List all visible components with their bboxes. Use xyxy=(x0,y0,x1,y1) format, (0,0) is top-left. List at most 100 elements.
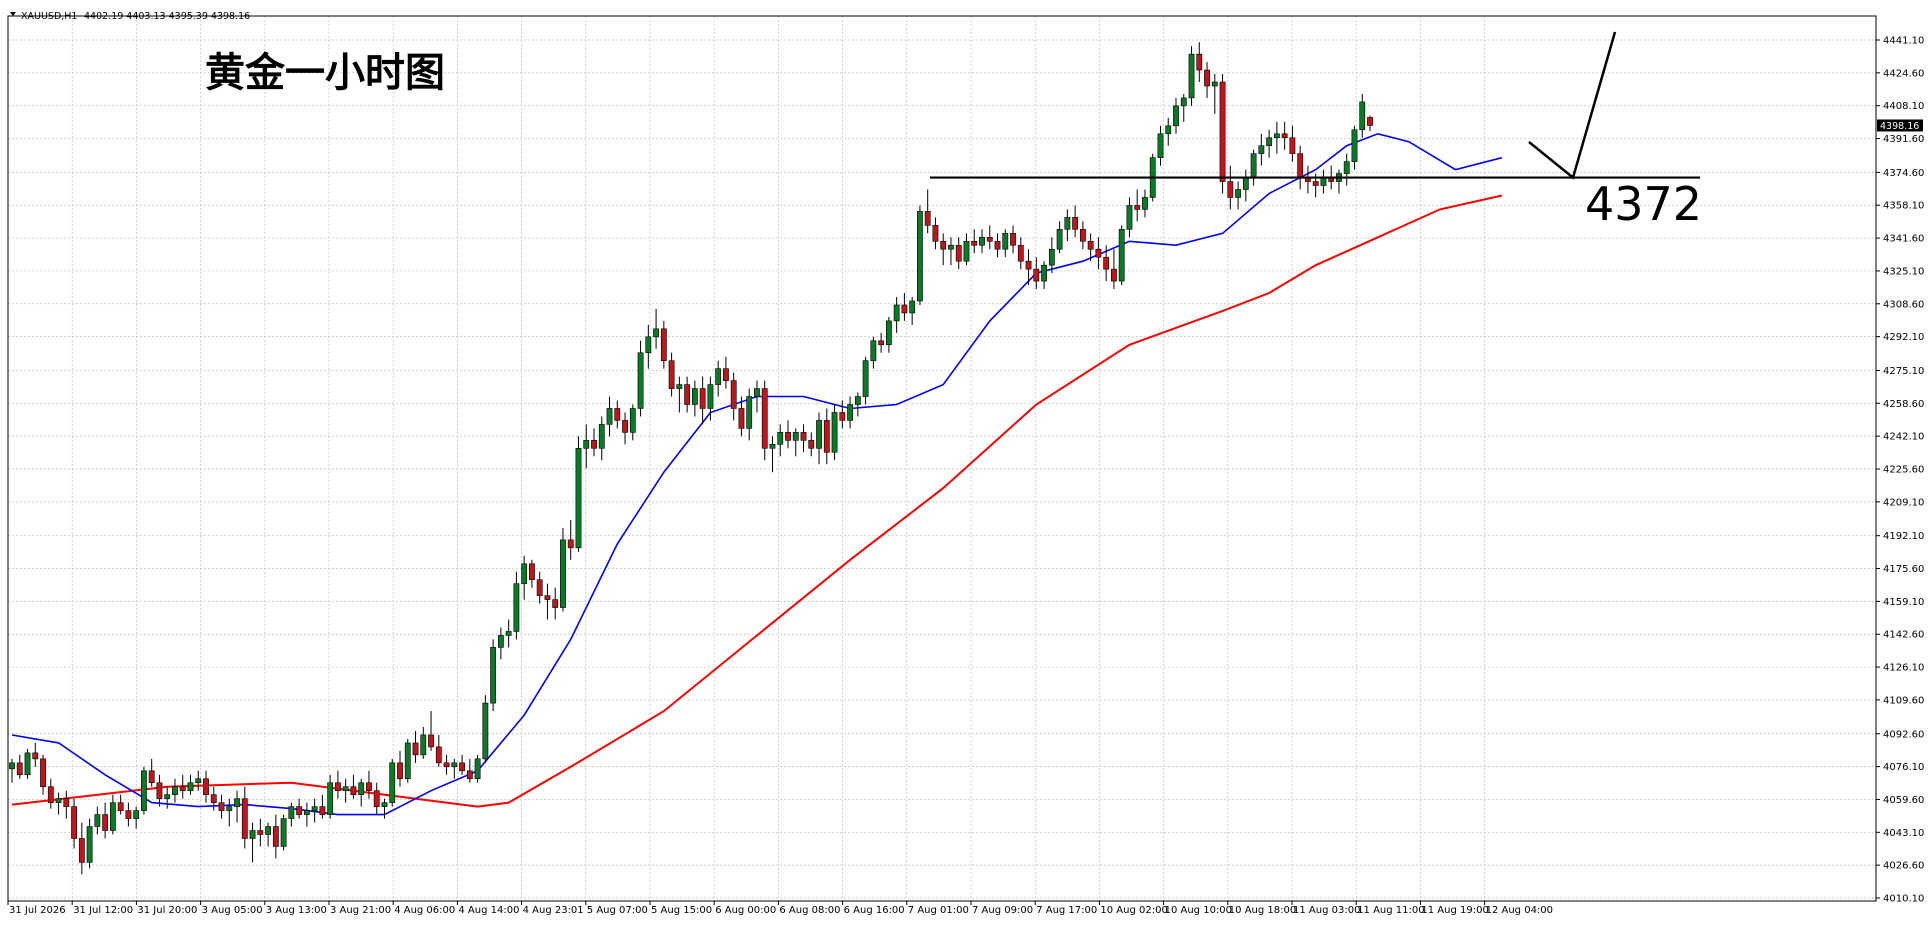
price-tick-label: 4408.10 xyxy=(1883,101,1924,112)
candle-body xyxy=(668,360,675,389)
candle-body xyxy=(412,742,419,756)
candle-body xyxy=(808,440,815,449)
price-tick-label: 4126.10 xyxy=(1883,663,1924,674)
candle-body xyxy=(1281,133,1288,139)
candle xyxy=(792,428,799,457)
candle xyxy=(591,428,597,457)
candle-body xyxy=(730,380,737,409)
candle-body xyxy=(490,647,497,704)
candle-body xyxy=(234,798,240,807)
time-tick-label: 10 Aug 02:00 xyxy=(1100,905,1167,916)
candle-body xyxy=(1273,133,1280,139)
candle-body xyxy=(443,762,450,768)
time-tick-label: 3 Aug 05:00 xyxy=(202,905,263,916)
price-tick-label: 4325.10 xyxy=(1883,266,1924,277)
price-tick-label: 4092.60 xyxy=(1883,729,1924,740)
candle xyxy=(769,436,776,473)
checkmark-projection-drawing[interactable] xyxy=(1528,31,1617,180)
candle xyxy=(854,392,861,417)
candle-body xyxy=(280,818,287,847)
candle-body xyxy=(831,412,838,453)
candle xyxy=(327,774,334,819)
candle-body xyxy=(598,424,605,449)
candle-body xyxy=(404,742,411,780)
candle-body xyxy=(653,328,659,338)
time-tick-label: 31 Jul 12:00 xyxy=(73,905,133,916)
candle xyxy=(994,233,1001,258)
candle xyxy=(482,695,489,763)
candle xyxy=(785,420,791,449)
time-axis[interactable]: 31 Jul 2026 31 Jul 12:00 31 Jul 20:00 3 Aug… xyxy=(7,901,1553,916)
candle xyxy=(816,412,822,465)
candle xyxy=(684,376,691,413)
candle-body xyxy=(1196,53,1203,71)
candle xyxy=(1017,237,1024,270)
candle-body xyxy=(1048,248,1055,266)
candle-body xyxy=(606,408,613,425)
candle-body xyxy=(397,762,403,780)
candle xyxy=(823,408,830,465)
candle-body xyxy=(1111,268,1117,282)
candle xyxy=(55,792,62,815)
candle-body xyxy=(823,420,830,453)
candle-body xyxy=(854,396,861,405)
candle xyxy=(1204,62,1210,98)
candle-body xyxy=(466,770,473,780)
price-tick-label: 4341.60 xyxy=(1883,234,1924,245)
price-tick-label: 4142.60 xyxy=(1883,630,1924,641)
candle-body xyxy=(1087,240,1094,250)
moving-averages xyxy=(11,132,1503,816)
candle-body xyxy=(187,782,194,792)
candle xyxy=(63,790,70,819)
price-axis[interactable]: 4441.10 4424.60 4408.10 4391.60 4374.60 4358.… xyxy=(1876,36,1924,905)
candle xyxy=(1095,237,1102,270)
candle-body xyxy=(769,444,776,449)
candle-body xyxy=(203,778,209,795)
price-tick-label: 4374.60 xyxy=(1883,168,1924,179)
candle-body xyxy=(1235,189,1241,198)
candle-body xyxy=(1033,268,1040,282)
price-tick-label: 4242.10 xyxy=(1883,432,1924,443)
candle-body xyxy=(1343,161,1350,174)
time-tick-label: 6 Aug 16:00 xyxy=(844,905,905,916)
candle-body xyxy=(94,814,101,827)
candle xyxy=(1002,229,1009,258)
candle xyxy=(979,229,985,254)
candle-body xyxy=(986,236,993,242)
candle xyxy=(1266,129,1273,158)
candle-body xyxy=(1266,137,1273,147)
candle-body xyxy=(109,802,116,831)
candle-body xyxy=(335,782,341,792)
candle xyxy=(1211,74,1218,114)
candle xyxy=(893,297,900,333)
candle-body xyxy=(1056,229,1063,250)
price-tick-label: 4275.10 xyxy=(1883,366,1924,377)
candle-body xyxy=(560,539,566,608)
candle-body xyxy=(723,368,729,381)
candle-body xyxy=(459,762,465,772)
time-tick-label: 5 Aug 15:00 xyxy=(651,905,712,916)
symbol-dropdown-icon[interactable] xyxy=(10,12,16,16)
candle-body xyxy=(451,762,458,768)
candle-body xyxy=(133,810,140,819)
candle-body xyxy=(1126,205,1133,230)
candle xyxy=(645,324,652,369)
time-tick-label: 11 Aug 11:00 xyxy=(1357,905,1424,916)
time-tick-label: 7 Aug 17:00 xyxy=(1036,905,1097,916)
candle xyxy=(668,352,675,397)
candle-body xyxy=(172,786,178,795)
candle-body xyxy=(40,758,46,788)
candle-body xyxy=(1165,125,1172,135)
candle-body xyxy=(420,734,427,756)
candle xyxy=(71,798,77,849)
price-tick-label: 4175.60 xyxy=(1883,564,1924,575)
candle xyxy=(878,332,885,353)
candle-body xyxy=(358,782,365,795)
candle xyxy=(917,205,923,305)
candle-body xyxy=(55,798,62,803)
candle-body xyxy=(1142,197,1148,210)
price-tick-label: 4010.10 xyxy=(1883,894,1924,905)
candle xyxy=(963,233,970,266)
time-tick-label: 7 Aug 01:00 xyxy=(908,905,969,916)
